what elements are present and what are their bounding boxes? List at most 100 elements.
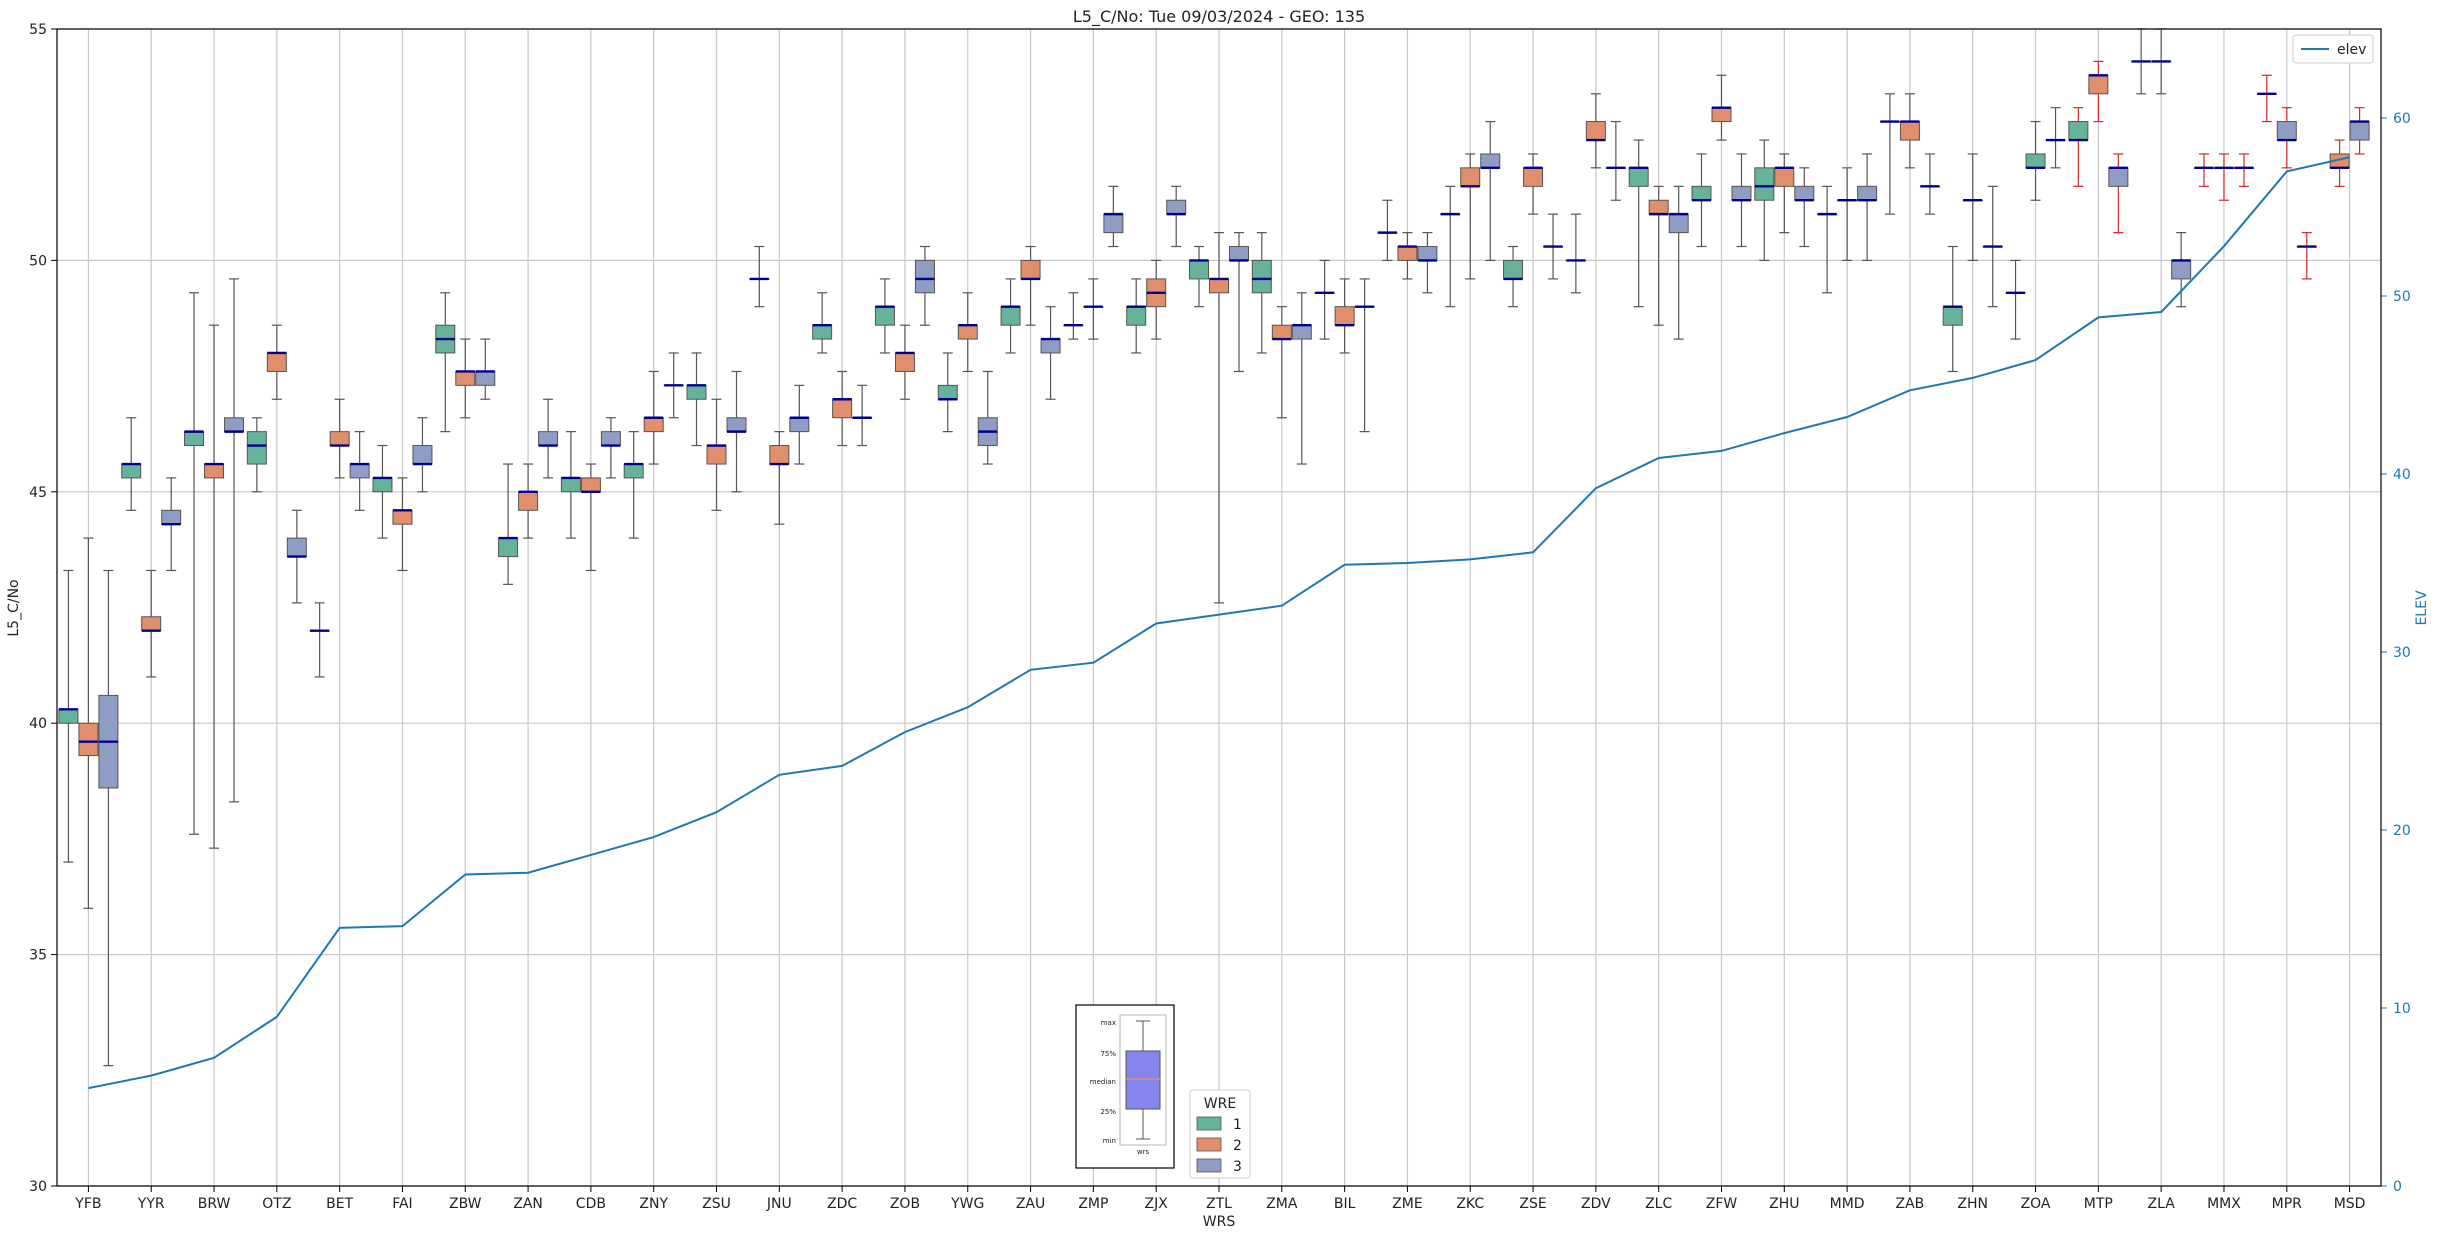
box-body <box>1754 167 1775 201</box>
box-body <box>812 324 833 340</box>
x-tick-label: ZMP <box>1078 1196 1108 1212</box>
box-body <box>1103 213 1124 234</box>
box-ZHN-wre1 <box>1942 245 1963 373</box>
box-body <box>600 431 621 447</box>
wre-legend-label: 1 <box>1233 1117 1242 1133</box>
box-YWG-wre3 <box>977 370 998 465</box>
box-body <box>1040 338 1061 354</box>
elev-legend: elev <box>2292 34 2374 64</box>
box-body <box>1480 153 1501 169</box>
wre-legend-swatch <box>1196 1116 1222 1131</box>
box-ZME-wre1 <box>1377 199 1398 261</box>
box-ZBW-wre2 <box>455 338 476 419</box>
box-body <box>2025 153 2046 169</box>
x-tick-label: ZAU <box>1016 1196 1045 1212</box>
x-tick-label: ZSE <box>1519 1196 1546 1212</box>
box-body <box>894 352 915 372</box>
box-ZAB-wre3 <box>1919 153 1940 215</box>
box-BIL-wre3 <box>1314 259 1335 340</box>
box-ZMA-wre2 <box>1271 306 1292 419</box>
box-key-label: median <box>1090 1078 1116 1086</box>
y2-axis-label: ELEV <box>2414 590 2430 625</box>
box-body <box>769 445 790 465</box>
box-ZSU-wre3 <box>726 370 747 493</box>
box-ZBW-wre3 <box>475 338 496 400</box>
box-body <box>1648 199 1669 215</box>
y-axis-label: L5_C/No <box>6 579 22 636</box>
box-body <box>1334 306 1355 326</box>
box-body <box>2171 259 2192 280</box>
box-MMD-wre2 <box>1837 167 1858 261</box>
box-ZOB-wre1 <box>874 278 895 354</box>
box-MPR-wre3 <box>2276 107 2297 169</box>
box-MTP-wre2 <box>2088 60 2109 123</box>
y2-tick-label: 10 <box>2393 1001 2411 1017</box>
x-tick-label: ZLC <box>1645 1196 1672 1212</box>
wre-legend: WRE 1 2 3 <box>1189 1089 1251 1179</box>
box-ZJX-wre2 <box>1146 259 1167 340</box>
box-MMD-wre3 <box>1817 185 1838 294</box>
box-ZTL-wre1 <box>1189 245 1209 308</box>
box-OTZ-wre2 <box>266 324 287 400</box>
box-ZOA-wre3 <box>2045 107 2066 169</box>
box-body <box>726 417 747 433</box>
box-FAI-wre2 <box>392 477 413 572</box>
box-body <box>1460 167 1481 187</box>
box-key-label: 75% <box>1100 1050 1116 1058</box>
box-ZDV-wre2 <box>1585 93 1606 169</box>
y2-tick-label: 60 <box>2393 111 2411 127</box>
box-body <box>329 431 350 447</box>
x-tick-label: ZHU <box>1769 1196 1799 1212</box>
x-tick-label: ZME <box>1392 1196 1423 1212</box>
elev-legend-label: elev <box>2337 42 2366 58</box>
box-ZME-wre2 <box>1397 232 1418 280</box>
box-key-xlabel: wrs <box>1137 1148 1150 1156</box>
x-tick-label: MTP <box>2084 1196 2113 1212</box>
x-tick-label: BET <box>326 1196 353 1212</box>
box-ZAU-wre3 <box>1040 306 1061 400</box>
box-ZLC-wre2 <box>1648 185 1669 326</box>
box-ZAB-wre2 <box>1899 93 1920 169</box>
x-tick-label: ZSU <box>702 1196 731 1212</box>
box-ZOB-wre3 <box>914 245 935 326</box>
box-body <box>957 324 978 340</box>
box-OTZ-wre1 <box>246 417 267 493</box>
box-BRW-wre2 <box>204 324 225 849</box>
box-ZTL-wre3 <box>1229 232 1249 373</box>
box-ZDC-wre2 <box>832 370 853 447</box>
box-body <box>372 477 393 493</box>
box-body <box>161 509 182 525</box>
box-body <box>1166 199 1187 215</box>
box-ZSE-wre1 <box>1503 245 1524 308</box>
x-tick-label: MPR <box>2272 1196 2303 1212</box>
box-body <box>832 398 853 419</box>
box-MSD-wre3 <box>2349 107 2370 155</box>
box-body <box>1585 121 1606 141</box>
box-ZOB-wre2 <box>894 324 915 400</box>
plot-frame <box>56 28 2382 1187</box>
x-tick-label: YYR <box>137 1196 165 1212</box>
wre-legend-title: WRE <box>1204 1096 1236 1112</box>
box-body <box>518 491 539 511</box>
wre-legend-label: 2 <box>1233 1138 1242 1154</box>
y2-tick-label: 0 <box>2393 1179 2402 1195</box>
box-body <box>141 616 162 632</box>
box-body <box>184 431 205 447</box>
box-ZTL-wre2 <box>1209 232 1229 604</box>
box-body <box>706 445 727 465</box>
box-ZAN-wre1 <box>498 463 519 585</box>
box-body <box>204 463 225 479</box>
box-ZMP-wre3 <box>1103 185 1124 248</box>
box-MMX-wre1 <box>2193 153 2214 187</box>
box-ZSU-wre2 <box>706 398 727 511</box>
box-MTP-wre1 <box>2068 107 2089 187</box>
box-CDB-wre2 <box>580 463 601 572</box>
x-tick-label: ZAB <box>1896 1196 1925 1212</box>
box-body <box>2108 167 2129 187</box>
box-CDB-wre1 <box>560 431 581 539</box>
x-tick-label: BRW <box>198 1196 231 1212</box>
x-tick-label: ZDC <box>827 1196 857 1212</box>
x-tick-label: MMX <box>2207 1196 2241 1212</box>
box-ZMP-wre1 <box>1063 292 1084 340</box>
